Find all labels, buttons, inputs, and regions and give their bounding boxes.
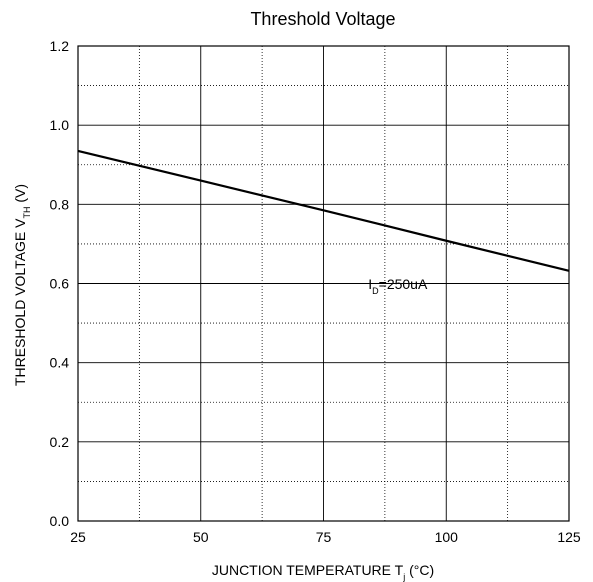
y-tick-label: 1.2: [50, 38, 70, 54]
y-axis-label: THRESHOLD VOLTAGE VTH (V): [12, 184, 32, 386]
series-line: [77, 149, 570, 272]
y-tick-label: 0.2: [50, 434, 70, 450]
series-layer: [77, 149, 570, 272]
y-axis-label-subscript: TH: [22, 207, 32, 219]
x-axis-label-subscript: j: [402, 572, 405, 582]
x-tick-label: 25: [70, 529, 86, 545]
y-tick-label: 1.0: [50, 117, 70, 133]
x-tick-label: 125: [557, 529, 581, 545]
y-tick-label: 0.0: [50, 513, 70, 529]
plot-frame: [77, 45, 570, 522]
x-tick-label: 100: [435, 529, 459, 545]
x-tick-label: 50: [193, 529, 209, 545]
x-tick-label: 75: [316, 529, 332, 545]
y-tick-label: 0.6: [50, 276, 70, 292]
grid: [77, 45, 570, 522]
x-axis-label: JUNCTION TEMPERATURE Tj (°C): [212, 562, 434, 582]
tick-labels: 25 50 75 100 125 0.0 0.2 0.4 0.6 0.8 1.0 1.2: [50, 38, 581, 545]
y-tick-label: 0.8: [50, 196, 70, 212]
y-tick-label: 0.4: [50, 355, 70, 371]
chart-title: Threshold Voltage: [250, 9, 395, 29]
annotation-label: ID=250uA: [368, 276, 428, 296]
annotations: ID=250uA: [368, 276, 428, 296]
